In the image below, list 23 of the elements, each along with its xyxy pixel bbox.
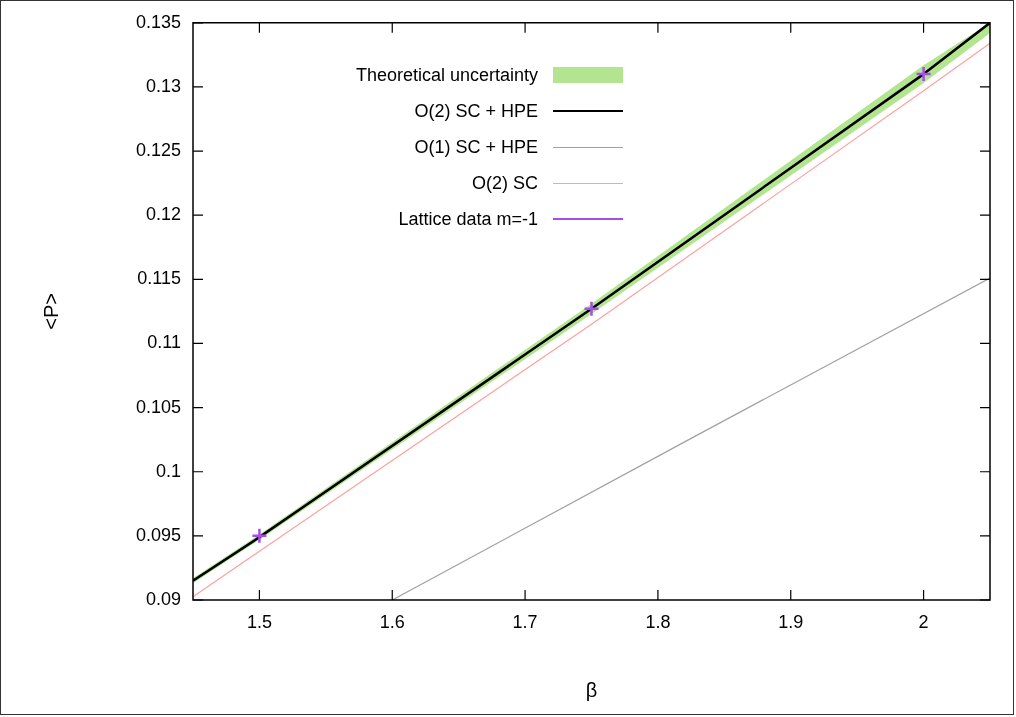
y-tick-label: 0.09: [145, 588, 181, 609]
x-tick-label: 1.8: [645, 611, 671, 632]
y-tick-label: 0.115: [137, 268, 181, 289]
x-tick-label: 1.6: [379, 611, 405, 632]
x-tick-label: 1.5: [246, 611, 272, 632]
y-tick-label: 0.13: [145, 75, 181, 96]
y-tick-label: 0.105: [135, 396, 181, 417]
x-axis-title: β: [585, 678, 598, 701]
legend-label: Theoretical uncertainty: [355, 63, 538, 87]
x-tick-label: 1.7: [512, 611, 538, 632]
legend-label: O(2) SC + HPE: [414, 99, 538, 123]
legend-label: O(2) SC: [471, 171, 538, 195]
x-tick-label: 2: [918, 611, 929, 632]
y-tick-label: 0.135: [135, 11, 181, 32]
y-tick-label: 0.12: [145, 204, 181, 225]
y-axis-title: <P>: [39, 293, 62, 330]
y-tick-label: 0.11: [147, 332, 181, 353]
y-tick-label: 0.095: [135, 524, 181, 545]
legend-label: Lattice data m=-1: [398, 207, 538, 231]
y-tick-label: 0.125: [135, 140, 181, 161]
legend-label: O(1) SC + HPE: [414, 135, 538, 159]
x-tick-label: 1.9: [778, 611, 804, 632]
y-tick-label: 0.1: [155, 460, 181, 481]
